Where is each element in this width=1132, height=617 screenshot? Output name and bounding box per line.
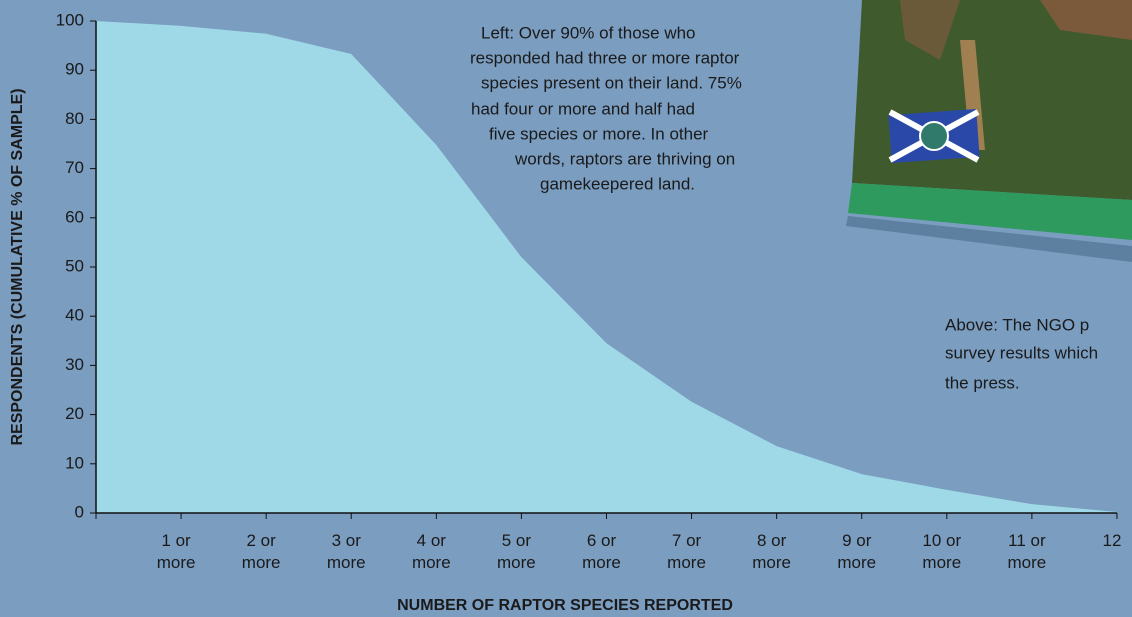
x-axis-title: NUMBER OF RAPTOR SPECIES REPORTED (397, 597, 733, 614)
x-tick-label: 12 (1102, 531, 1122, 550)
annotation-line: had four or more and half had (471, 99, 695, 118)
annotation-line: responded had three or more raptor (470, 48, 740, 67)
y-tick-label: 0 (75, 502, 84, 521)
annotation-line: Left: Over 90% of those who (481, 23, 696, 42)
annotation-line: gamekeepered land. (540, 174, 695, 193)
y-tick-label: 90 (65, 60, 84, 79)
y-tick-label: 80 (65, 109, 84, 128)
area (96, 21, 1117, 513)
x-tick-label: 9 or more (837, 531, 877, 572)
x-tick-label: 5 or more (497, 531, 536, 572)
y-axis-title: RESPONDENTS (CUMULATIVE % OF SAMPLE) (9, 88, 26, 445)
y-tick-label: 60 (65, 207, 84, 226)
y-tick-label: 40 (65, 306, 84, 325)
y-tick-label: 70 (65, 158, 84, 177)
caption-line: the press. (945, 373, 1020, 392)
x-tick-label: 1 or more (156, 531, 196, 572)
y-tick-label: 10 (65, 453, 84, 472)
x-tick-label: 2 or more (241, 531, 281, 572)
annotation-line: species present on their land. 75% (481, 73, 742, 92)
photo (846, 0, 1132, 262)
x-tick-label: 11 or more (1007, 531, 1047, 572)
x-tick-label: 6 or more (582, 531, 621, 572)
annotation-line: words, raptors are thriving on (514, 149, 735, 168)
x-tick-label: 3 or more (326, 531, 366, 572)
caption-line: Above: The NGO p (945, 315, 1089, 334)
y-tick-label: 100 (56, 10, 84, 29)
y-tick-label: 20 (65, 404, 84, 423)
y-tick-label: 30 (65, 355, 84, 374)
annotation-line: five species or more. In other (489, 124, 709, 143)
caption-line: survey results which (945, 343, 1098, 362)
y-tick-label: 50 (65, 256, 84, 275)
x-tick-label: 10 or more (922, 531, 962, 572)
x-tick-label: 4 or more (411, 531, 451, 572)
x-tick-label: 7 or more (667, 531, 706, 572)
x-tick-label: 8 or more (752, 531, 791, 572)
